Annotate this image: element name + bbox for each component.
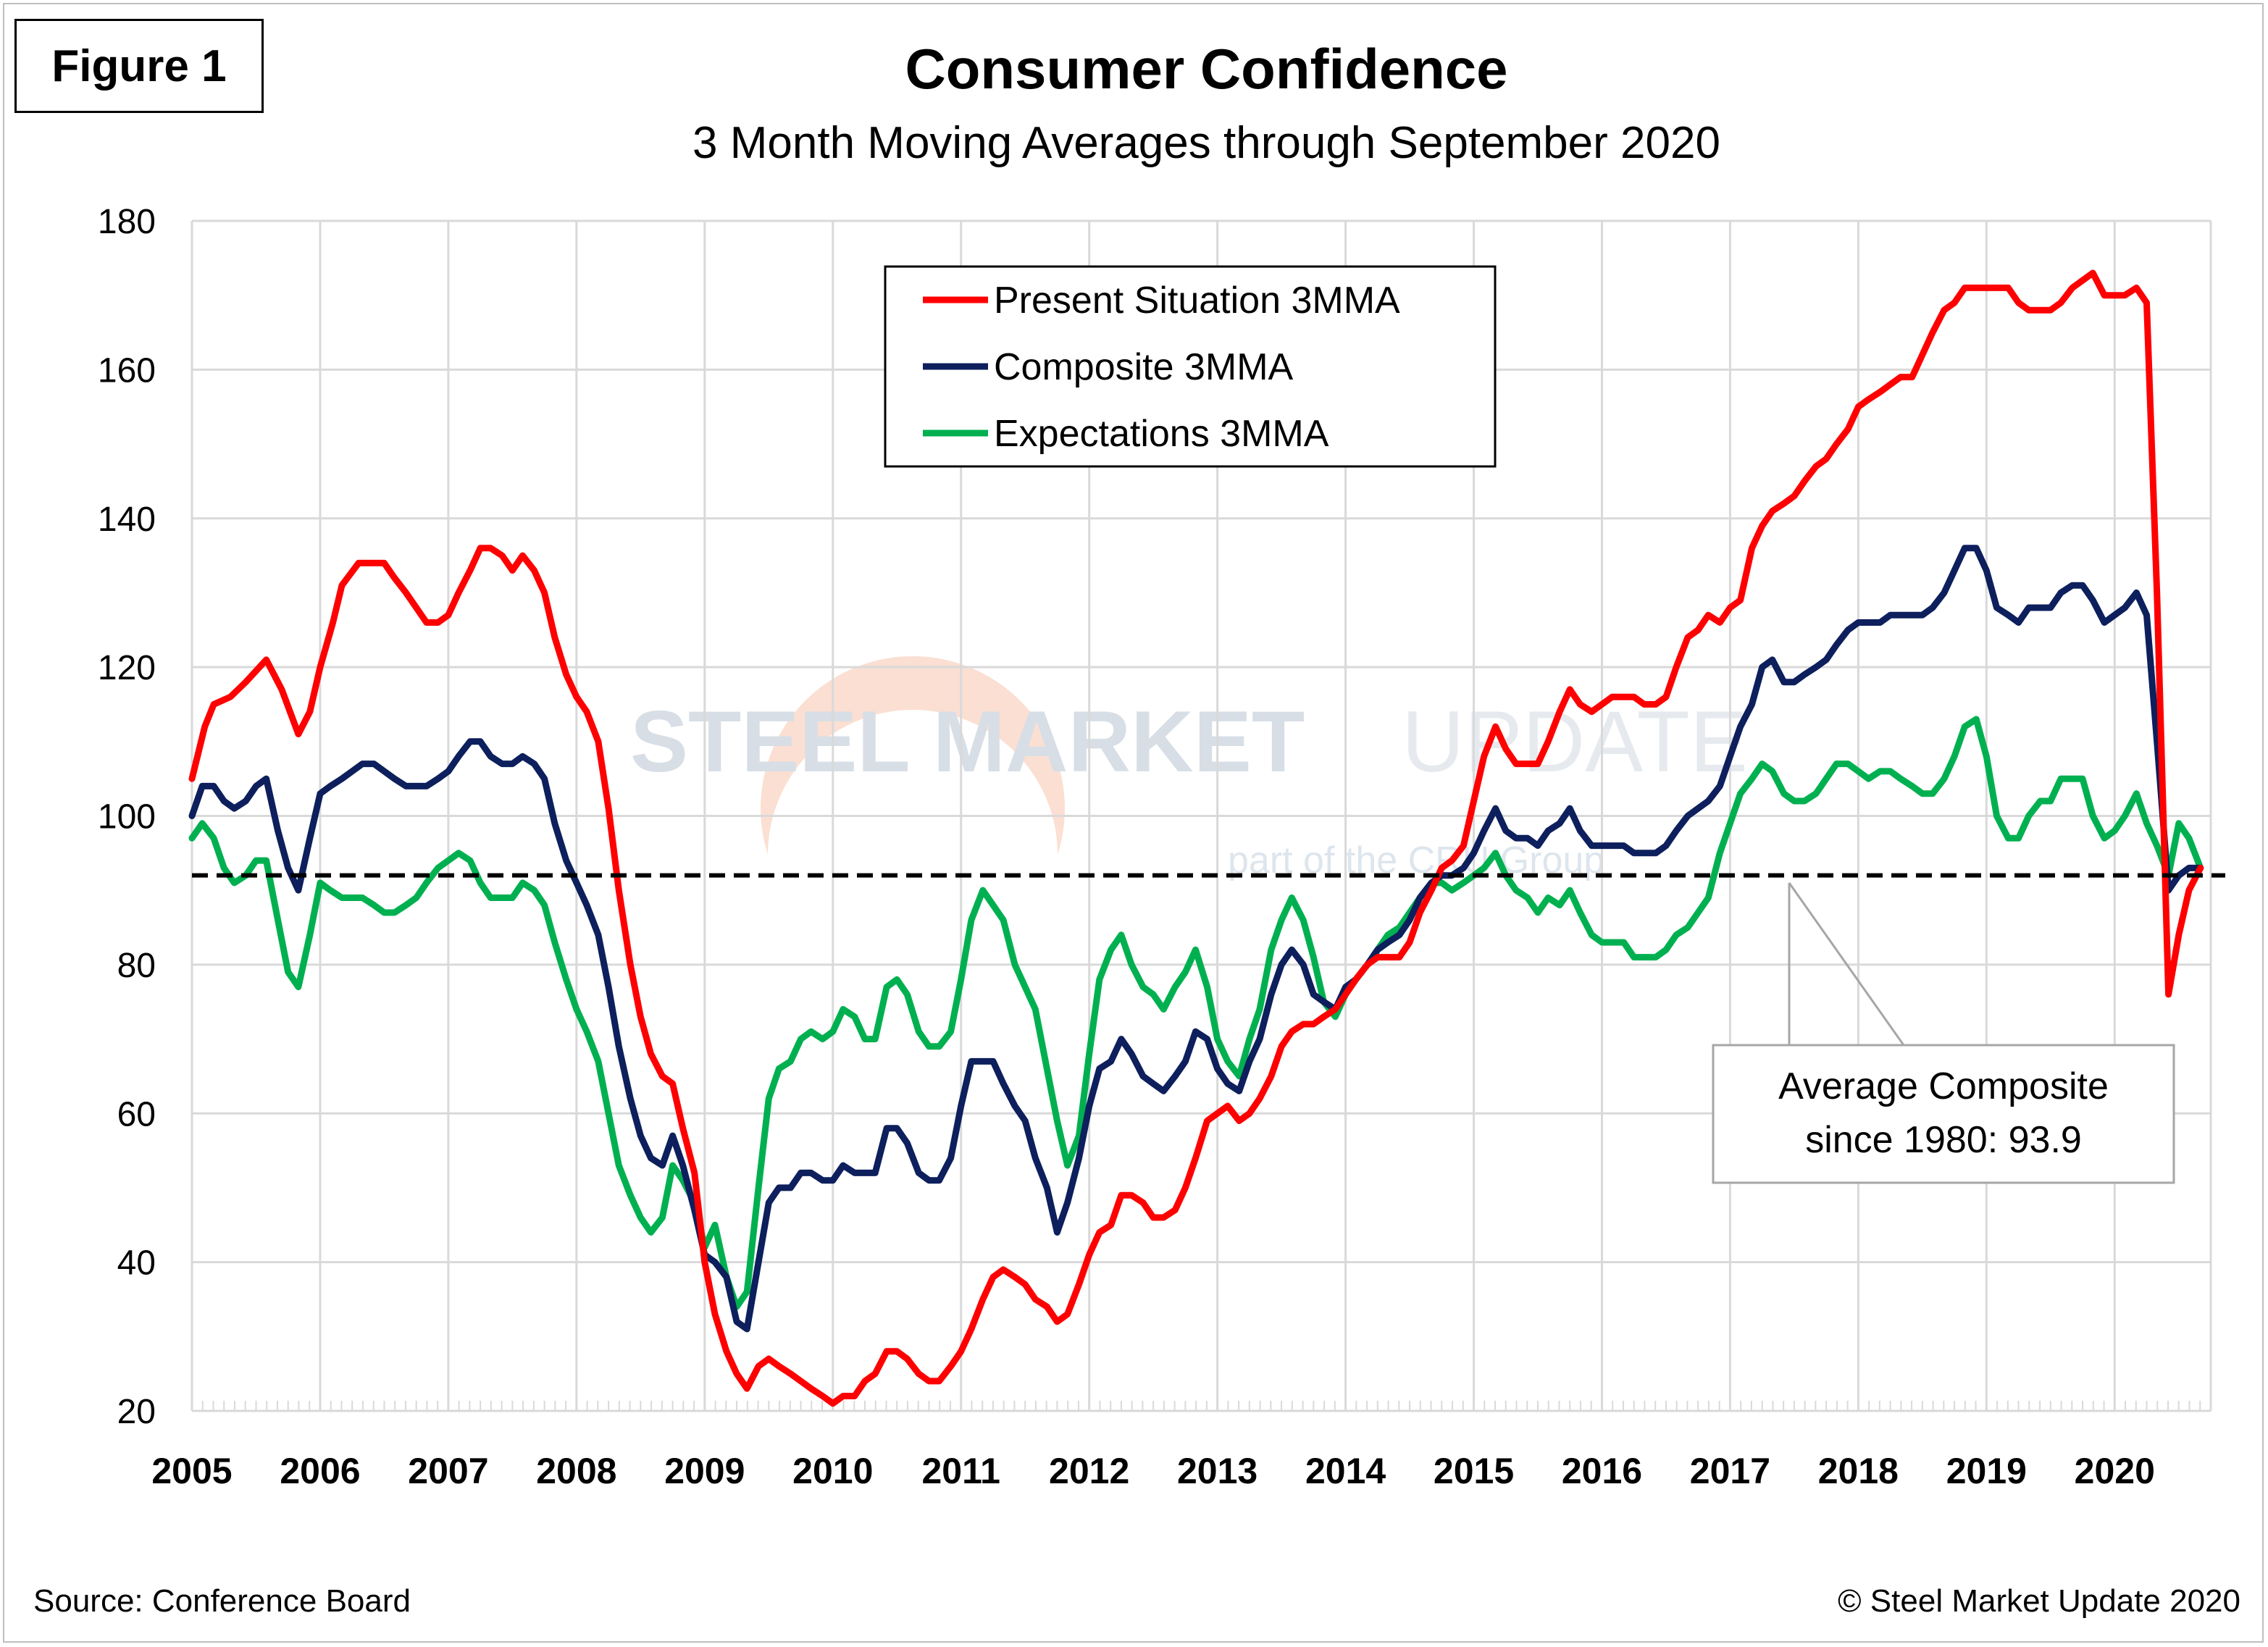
x-tick-label: 2015	[1434, 1451, 1514, 1491]
x-tick-label: 2008	[536, 1451, 616, 1491]
y-tick-label: 180	[98, 203, 156, 241]
y-tick-label: 80	[117, 947, 156, 985]
source-note: Source: Conference Board	[33, 1583, 411, 1619]
x-tick-label: 2013	[1177, 1451, 1258, 1491]
y-tick-label: 140	[98, 500, 156, 539]
y-axis-ticks: 20 40 60 80 100 120 140 160 180	[98, 203, 156, 1431]
watermark-brand-light: UPDATE	[1402, 693, 1748, 790]
x-tick-label: 2010	[792, 1451, 873, 1491]
copyright-note: © Steel Market Update 2020	[1838, 1583, 2240, 1619]
callout-line-1: Average Composite	[1778, 1065, 2109, 1107]
callout-pointer-right	[1788, 882, 1905, 1046]
watermark-brand-bold: STEEL MARKET	[630, 693, 1305, 790]
chart-subtitle: 3 Month Moving Averages through Septembe…	[692, 118, 1720, 168]
x-tick-label: 2017	[1690, 1451, 1770, 1491]
figure-frame	[3, 3, 2264, 1643]
x-tick-label: 2007	[408, 1451, 488, 1491]
legend-item-expectations-label: Expectations 3MMA	[994, 413, 1329, 455]
x-tick-label: 2011	[921, 1451, 1000, 1491]
x-tick-label: 2019	[1946, 1451, 2027, 1491]
legend-item-composite-label: Composite 3MMA	[994, 346, 1294, 388]
x-tick-label: 2005	[151, 1451, 232, 1491]
callout-box	[1712, 1044, 2175, 1184]
y-tick-label: 20	[117, 1393, 156, 1431]
series-lines	[188, 269, 2204, 1407]
y-tick-label: 120	[98, 649, 156, 687]
x-tick-label: 2009	[664, 1451, 745, 1491]
watermark-swoosh	[760, 655, 1066, 855]
x-tick-label: 2018	[1818, 1451, 1899, 1491]
expectations-line	[188, 716, 2204, 1310]
axes	[191, 1401, 2211, 1412]
x-tick-label: 2020	[2075, 1451, 2155, 1491]
figure-label: Figure 1	[14, 19, 264, 113]
y-tick-label: 100	[98, 798, 156, 837]
y-tick-label: 60	[117, 1095, 156, 1133]
callout-line-2: since 1980: 93.9	[1805, 1119, 2082, 1161]
legend-item-present-label: Present Situation 3MMA	[994, 280, 1400, 322]
present-situation-line	[188, 269, 2204, 1407]
y-tick-label: 40	[117, 1244, 156, 1283]
x-tick-label: 2016	[1562, 1451, 1642, 1491]
chart-title: Consumer Confidence	[905, 37, 1508, 101]
average-annotation: Average Composite since 1980: 93.9	[1712, 882, 2175, 1184]
x-axis-ticks: 2005 2006 2007 2008 2009 2010 2011 2012 2013 2014…	[151, 1451, 2155, 1491]
composite-line	[188, 545, 2204, 1333]
y-tick-label: 160	[98, 351, 156, 390]
watermark: STEEL MARKET UPDATE part of the CRU Grou…	[630, 655, 1748, 881]
x-tick-label: 2014	[1305, 1451, 1386, 1491]
x-tick-label: 2012	[1049, 1451, 1129, 1491]
x-tick-label: 2006	[280, 1451, 360, 1491]
legend: Present Situation 3MMA Composite 3MMA Expe…	[884, 265, 1497, 468]
